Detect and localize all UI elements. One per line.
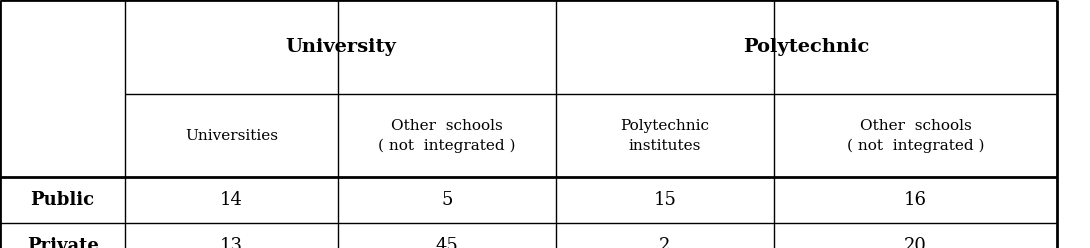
Text: Private: Private (27, 237, 98, 248)
Text: 13: 13 (220, 237, 243, 248)
Text: Public: Public (31, 191, 95, 209)
Text: Other  schools
( not  integrated ): Other schools ( not integrated ) (847, 119, 984, 153)
Text: University: University (286, 38, 396, 56)
Text: Polytechnic: Polytechnic (743, 38, 870, 56)
Text: Other  schools
( not  integrated ): Other schools ( not integrated ) (378, 119, 516, 153)
Text: Universities: Universities (185, 129, 278, 143)
Text: 45: 45 (436, 237, 458, 248)
Text: 15: 15 (654, 191, 676, 209)
Text: 2: 2 (659, 237, 670, 248)
Text: 16: 16 (904, 191, 928, 209)
Text: Polytechnic
institutes: Polytechnic institutes (620, 119, 710, 153)
Text: 5: 5 (441, 191, 452, 209)
Text: 14: 14 (220, 191, 243, 209)
Text: 20: 20 (905, 237, 926, 248)
